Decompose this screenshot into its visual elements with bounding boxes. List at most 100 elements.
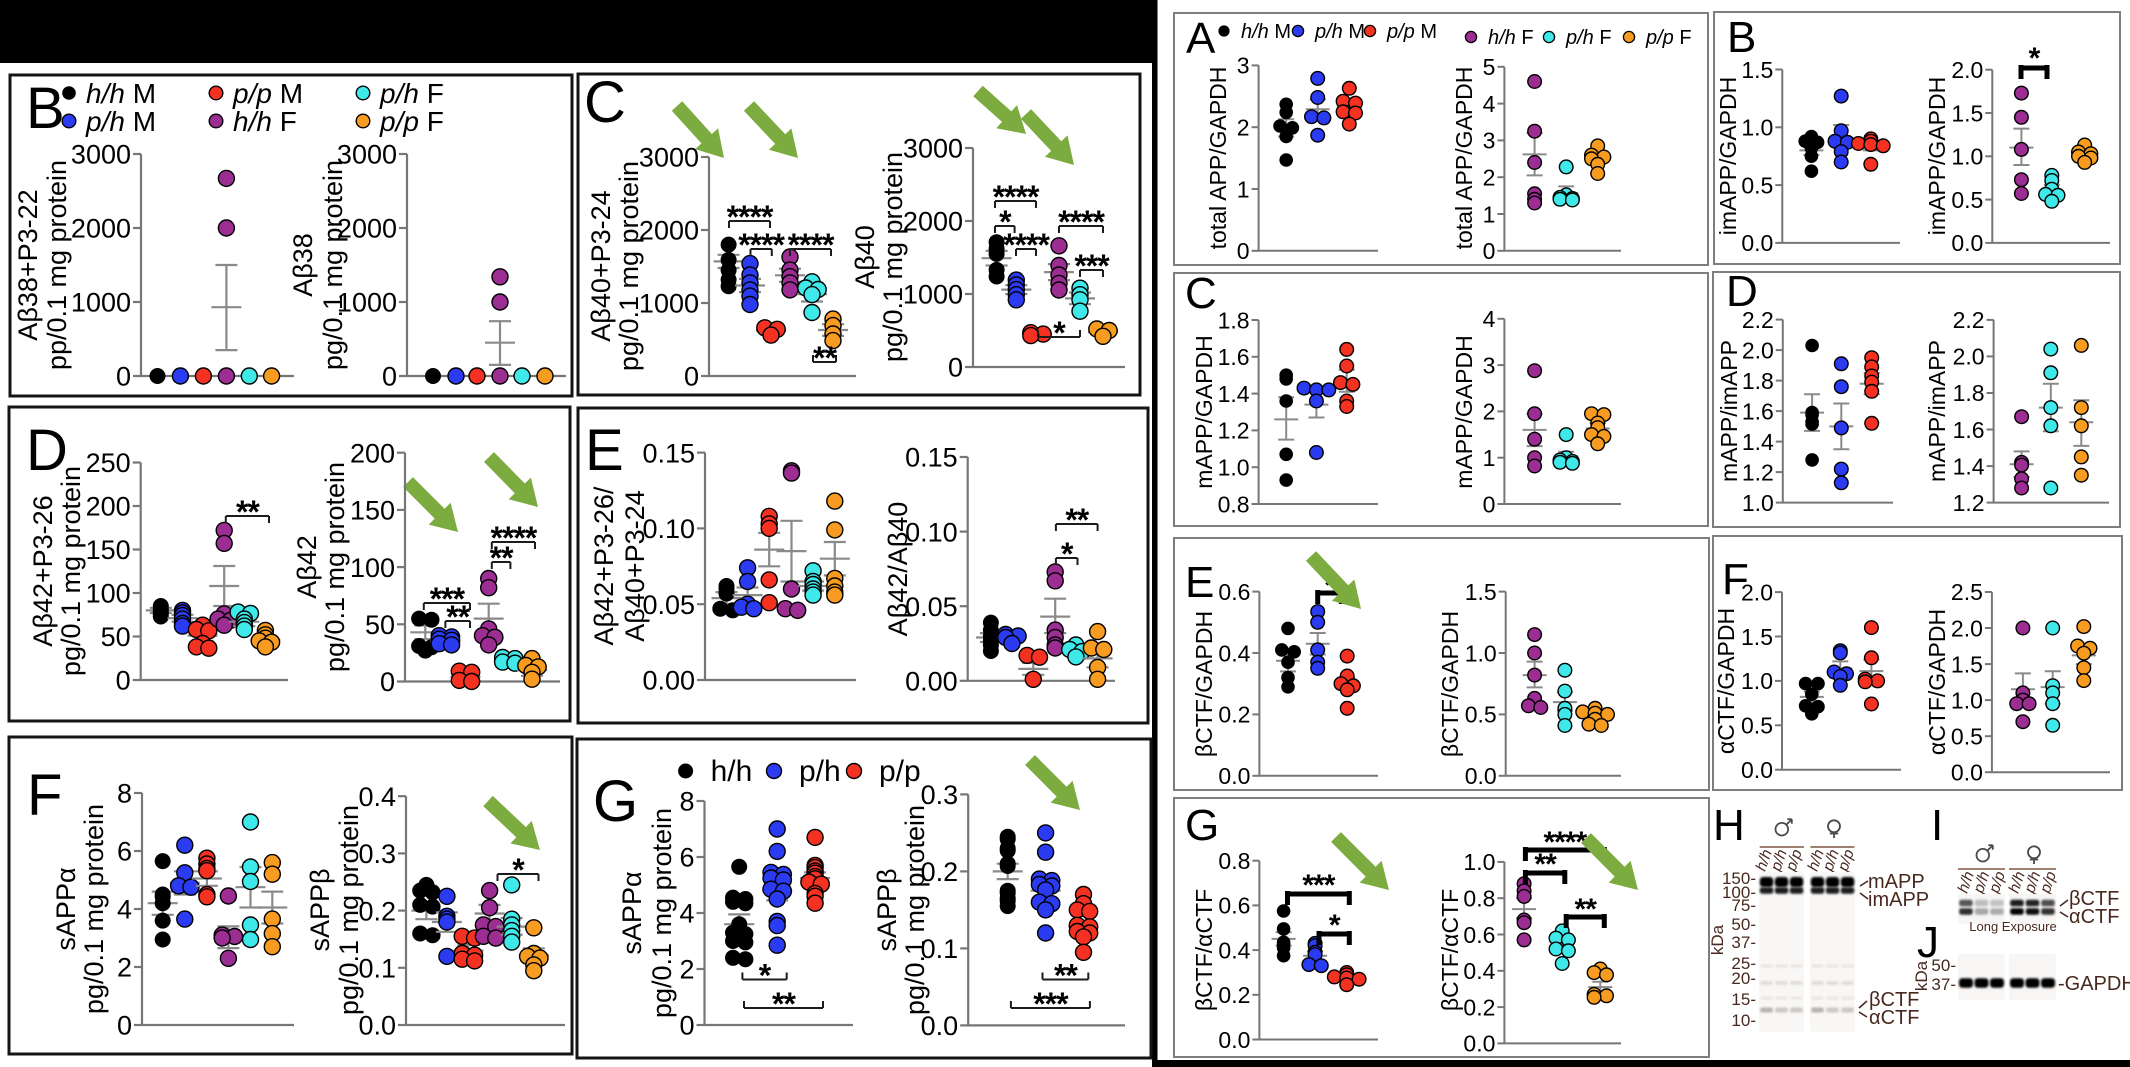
svg-text:pg/0.1 mg protein: pg/0.1 mg protein [614, 161, 644, 371]
svg-text:βCTF/GAPDH: βCTF/GAPDH [1437, 611, 1463, 757]
svg-text:Aβ40+P3-24: Aβ40+P3-24 [586, 190, 616, 341]
svg-text:C: C [1185, 269, 1217, 318]
svg-text:sAPPβ: sAPPβ [872, 868, 902, 951]
svg-text:0.8: 0.8 [1218, 848, 1250, 874]
svg-text:2.0: 2.0 [1741, 579, 1773, 605]
svg-text:0: 0 [948, 353, 963, 383]
svg-text:1: 1 [1237, 176, 1250, 202]
svg-text:*: * [2029, 42, 2041, 75]
svg-text:pg/0.1 mg protein: pg/0.1 mg protein [900, 805, 930, 1015]
svg-text:**: ** [813, 340, 837, 376]
svg-text:pg/0.1 mg protein: pg/0.1 mg protein [318, 160, 348, 370]
svg-text:2: 2 [679, 955, 694, 985]
svg-text:1.6: 1.6 [1218, 344, 1250, 370]
svg-text:F: F [27, 763, 62, 828]
svg-text:0: 0 [1483, 238, 1496, 264]
svg-text:****: **** [738, 227, 785, 263]
svg-text:6: 6 [679, 843, 694, 873]
svg-text:**: ** [236, 494, 260, 530]
svg-text:h/h F: h/h F [1488, 27, 1534, 49]
svg-text:D: D [1726, 267, 1758, 316]
svg-text:0.0: 0.0 [921, 1011, 959, 1041]
svg-text:0.5: 0.5 [1465, 702, 1497, 728]
svg-text:0.0: 0.0 [1218, 1027, 1250, 1053]
svg-text:0.00: 0.00 [905, 667, 958, 697]
svg-text:2.0: 2.0 [1951, 615, 1983, 641]
svg-text:0.5: 0.5 [1741, 713, 1773, 739]
svg-text:0.5: 0.5 [1741, 172, 1773, 198]
svg-text:1000: 1000 [337, 288, 397, 318]
svg-text:h/h F: h/h F [233, 106, 297, 137]
svg-text:0.6: 0.6 [1463, 922, 1495, 948]
svg-text:0.00: 0.00 [642, 666, 695, 696]
svg-text:3000: 3000 [903, 134, 963, 164]
svg-text:J: J [1917, 918, 1939, 967]
svg-text:αCTF: αCTF [1869, 1007, 1919, 1029]
svg-text:Aβ42/Aβ40: Aβ42/Aβ40 [883, 502, 913, 637]
svg-text:h/h: h/h [1955, 869, 1978, 895]
svg-text:0.3: 0.3 [358, 839, 396, 869]
svg-text:1000: 1000 [903, 280, 963, 310]
svg-text:Long Exposure: Long Exposure [1969, 919, 2056, 934]
svg-text:sAPPβ: sAPPβ [305, 868, 335, 951]
svg-text:8: 8 [679, 787, 694, 817]
svg-text:****: **** [490, 520, 537, 556]
svg-text:2000: 2000 [71, 214, 131, 244]
svg-text:3: 3 [1237, 53, 1250, 79]
svg-text:Aβ38+P3-22: Aβ38+P3-22 [13, 189, 43, 340]
svg-text:0.10: 0.10 [642, 514, 695, 544]
svg-text:0: 0 [117, 1011, 132, 1041]
svg-text:sAPPα: sAPPα [617, 871, 647, 954]
svg-text:2.0: 2.0 [1742, 337, 1774, 363]
svg-text:0: 0 [679, 1011, 694, 1041]
svg-text:4: 4 [679, 899, 694, 929]
svg-text:200: 200 [350, 438, 395, 468]
svg-text:mAPP/imAPP: mAPP/imAPP [1716, 340, 1742, 482]
svg-text:E: E [585, 418, 624, 483]
svg-text:3: 3 [1483, 352, 1496, 378]
svg-text:total APP/GAPDH: total APP/GAPDH [1451, 67, 1477, 250]
svg-text:h/h: h/h [2006, 869, 2029, 895]
svg-text:C: C [584, 70, 626, 135]
svg-text:p/h: p/h [799, 755, 841, 788]
svg-text:*: * [1061, 536, 1074, 572]
svg-text:1.6: 1.6 [1742, 398, 1774, 424]
svg-text:0: 0 [116, 362, 131, 392]
svg-text:B: B [1727, 13, 1756, 62]
svg-text:1.8: 1.8 [1953, 380, 1985, 406]
svg-text:0.05: 0.05 [905, 592, 958, 622]
svg-text:mAPP/imAPP: mAPP/imAPP [1924, 340, 1950, 482]
svg-text:2000: 2000 [903, 207, 963, 237]
svg-text:0: 0 [1237, 238, 1250, 264]
svg-text:pg/0.1 mg protein: pg/0.1 mg protein [878, 152, 908, 362]
svg-text:βCTF: βCTF [2069, 888, 2119, 910]
svg-text:1.0: 1.0 [1465, 640, 1497, 666]
svg-text:0.2: 0.2 [921, 857, 959, 887]
svg-text:2: 2 [1483, 399, 1496, 425]
svg-text:1.4: 1.4 [1742, 429, 1774, 455]
svg-text:***: *** [1074, 248, 1110, 284]
svg-text:1.0: 1.0 [1218, 455, 1250, 481]
svg-text:E: E [1185, 558, 1214, 607]
svg-text:4: 4 [1483, 91, 1496, 117]
svg-text:0.0: 0.0 [1741, 230, 1773, 256]
svg-text:*: * [999, 204, 1012, 240]
svg-text:100: 100 [350, 553, 395, 583]
svg-text:Aβ38: Aβ38 [288, 233, 318, 297]
svg-text:*: * [512, 852, 525, 888]
svg-text:****: **** [1543, 826, 1587, 859]
svg-text:Aβ40+P3-24: Aβ40+P3-24 [620, 490, 650, 641]
svg-text:15-: 15- [1731, 990, 1756, 1009]
svg-text:αCTF/GAPDH: αCTF/GAPDH [1713, 608, 1739, 754]
svg-text:Aβ42+P3-26: Aβ42+P3-26 [28, 495, 58, 646]
svg-text:p/p: p/p [2037, 869, 2061, 896]
svg-text:0.2: 0.2 [1218, 982, 1250, 1008]
svg-text:pp/0.1 mg protein: pp/0.1 mg protein [42, 160, 72, 370]
svg-text:****: **** [727, 199, 774, 235]
svg-text:βCTF/αCTF: βCTF/αCTF [1191, 889, 1217, 1011]
svg-text:mAPP/GAPDH: mAPP/GAPDH [1451, 335, 1477, 488]
svg-text:Aβ40: Aβ40 [850, 225, 880, 289]
svg-text:p/h: p/h [1767, 847, 1790, 874]
svg-text:0.2: 0.2 [1463, 994, 1495, 1020]
svg-text:0.4: 0.4 [358, 782, 396, 812]
